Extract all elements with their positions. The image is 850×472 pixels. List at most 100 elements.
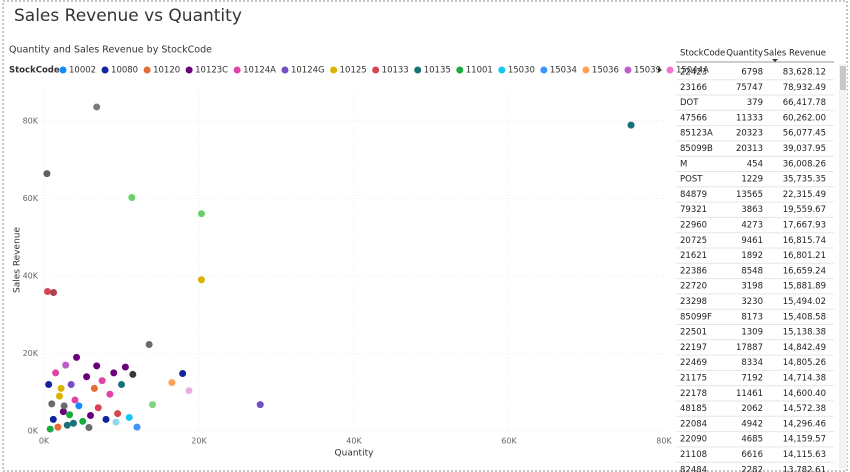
table-cell: 2282 <box>741 465 763 472</box>
legend-label: 10123C <box>195 66 228 76</box>
data-point <box>118 381 125 388</box>
data-point <box>60 402 68 410</box>
table-cell: 78,932.49 <box>783 83 826 93</box>
table-cell: 20313 <box>736 144 763 154</box>
table-cell: 7192 <box>741 374 763 384</box>
table-cell: 16,815.74 <box>783 236 826 246</box>
table-cell: 14,572.38 <box>783 404 826 414</box>
table-cell: 21175 <box>680 374 707 384</box>
y-tick-label: 40K <box>23 272 39 281</box>
table-scrollbar[interactable] <box>839 64 847 469</box>
table-cell: 47566 <box>680 113 707 123</box>
data-point <box>145 341 153 349</box>
table-header: Sales Revenue <box>764 49 826 59</box>
legend-label: 10080 <box>111 66 138 76</box>
legend-swatch <box>330 66 338 74</box>
data-point <box>197 276 205 284</box>
legend-swatch <box>624 66 632 74</box>
legend-swatch <box>456 66 464 74</box>
table-cell: 83,628.12 <box>783 68 826 78</box>
table-cell: 3198 <box>741 282 763 292</box>
x-tick-label: 0K <box>39 437 50 446</box>
table-cell: 3863 <box>741 205 763 215</box>
legend-swatch <box>582 66 590 74</box>
data-point <box>102 415 110 423</box>
table-cell: 60,262.00 <box>783 113 826 123</box>
table-cell: 56,077.45 <box>783 129 826 139</box>
table-cell: 16,659.24 <box>783 266 826 276</box>
table-cell: 22960 <box>680 221 707 231</box>
sort-indicator[interactable] <box>772 59 778 62</box>
legend-label: 10002 <box>69 66 96 76</box>
table-header: StockCode <box>680 49 725 59</box>
table-cell: 6616 <box>741 450 763 460</box>
table-cell: 8173 <box>741 312 763 322</box>
table-header: Quantity <box>726 49 763 59</box>
data-point <box>54 423 62 431</box>
table-cell: 20323 <box>736 129 763 139</box>
table-cell: 6798 <box>741 68 763 78</box>
data-point <box>114 410 122 418</box>
table-cell: 35,735.35 <box>783 175 826 185</box>
legend-swatch <box>101 66 109 74</box>
x-tick-label: 40K <box>346 437 362 446</box>
data-point <box>75 402 83 410</box>
legend-label: 15034 <box>550 66 577 76</box>
data-point <box>85 424 93 432</box>
data-point <box>83 373 91 381</box>
table-cell: 79321 <box>680 205 707 215</box>
table-cell: 48185 <box>680 404 707 414</box>
legend-label: 15036 <box>592 66 619 76</box>
data-point <box>98 377 106 385</box>
data-point <box>121 363 129 371</box>
table-cell: 21621 <box>680 251 707 261</box>
legend-label: 15044A <box>676 66 709 76</box>
table-cell: 2062 <box>741 404 763 414</box>
table-cell: 8548 <box>741 266 763 276</box>
data-point <box>106 390 114 398</box>
data-point <box>48 400 56 408</box>
legend-scroll-arrow[interactable] <box>658 67 662 73</box>
data-point <box>52 369 60 377</box>
data-point <box>93 103 101 111</box>
table-cell: 13,782.61 <box>783 465 826 472</box>
data-point <box>79 417 87 425</box>
y-tick-label: 60K <box>23 194 39 203</box>
legend-swatch <box>414 66 422 74</box>
data-point <box>63 421 71 429</box>
data-point <box>185 387 193 395</box>
data-point <box>93 362 101 370</box>
data-point <box>49 415 57 423</box>
data-point <box>45 381 53 388</box>
data-point <box>179 369 187 377</box>
data-point <box>110 369 118 377</box>
table-cell: 22386 <box>680 266 707 276</box>
table-cell: DOT <box>680 98 699 108</box>
table-cell: 14,296.46 <box>783 419 826 429</box>
table-cell: 85099B <box>680 144 713 154</box>
legend-label: 15039 <box>634 66 661 76</box>
legend-swatch <box>143 66 151 74</box>
table-cell: 15,881.89 <box>783 282 826 292</box>
table-cell: 16,801.21 <box>783 251 826 261</box>
table-cell: 66,417.78 <box>783 98 826 108</box>
table-cell: 15,138.38 <box>783 328 826 338</box>
data-point <box>94 404 102 412</box>
table-cell: 4942 <box>741 419 763 429</box>
data-point <box>128 193 136 201</box>
legend-swatch <box>59 66 67 74</box>
chart-title: Quantity and Sales Revenue by StockCode <box>9 45 212 56</box>
table-cell: 14,600.40 <box>783 389 826 399</box>
legend-label: 11001 <box>466 66 493 76</box>
table-scroll-thumb[interactable] <box>840 66 846 90</box>
data-point <box>168 379 176 387</box>
table-cell: 14,805.26 <box>783 358 826 368</box>
table-cell: 14,714.38 <box>783 374 826 384</box>
x-tick-label: 20K <box>191 437 207 446</box>
table-cell: 22197 <box>680 343 707 353</box>
table-cell: 14,159.57 <box>783 435 826 445</box>
legend-label: 10120 <box>153 66 180 76</box>
data-point <box>46 425 54 433</box>
legend-label: 10135 <box>424 66 451 76</box>
